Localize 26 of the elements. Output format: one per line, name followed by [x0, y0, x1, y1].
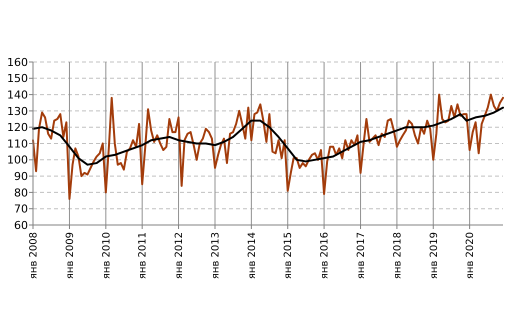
- x-tick-label: янв 2018: [392, 232, 404, 280]
- x-tick-label: янв 2008: [28, 232, 40, 280]
- x-tick-label: янв 2010: [101, 232, 112, 280]
- line-series: [32, 94, 504, 200]
- y-tick-label: 110: [7, 137, 28, 150]
- y-tick-label: 150: [7, 72, 28, 86]
- x-tick-label: янв 2020: [465, 232, 476, 280]
- y-tick-label: 60: [14, 218, 28, 232]
- x-tick-label: янв 2015: [283, 232, 294, 280]
- y-tick-label: 120: [7, 121, 28, 134]
- y-tick-label: 100: [7, 154, 28, 167]
- x-tick-label: янв 2012: [174, 232, 186, 280]
- y-tick-label: 70: [14, 202, 28, 216]
- line-series: [32, 106, 504, 166]
- y-tick-label: 80: [14, 186, 28, 200]
- x-tick-label: янв 2016: [320, 232, 331, 280]
- y-tick-label: 140: [7, 88, 28, 102]
- y-tick-label: 130: [7, 104, 28, 118]
- x-tick-label: янв 2014: [246, 232, 258, 280]
- x-tick-label: янв 2019: [428, 232, 440, 280]
- x-tick-label: янв 2013: [210, 232, 222, 280]
- x-tick-label: янв 2017: [356, 232, 368, 280]
- x-tick-label: янв 2009: [64, 232, 76, 280]
- y-tick-label: 160: [7, 56, 28, 69]
- x-tick-label: янв 2011: [138, 232, 149, 280]
- y-tick-label: 90: [14, 170, 28, 183]
